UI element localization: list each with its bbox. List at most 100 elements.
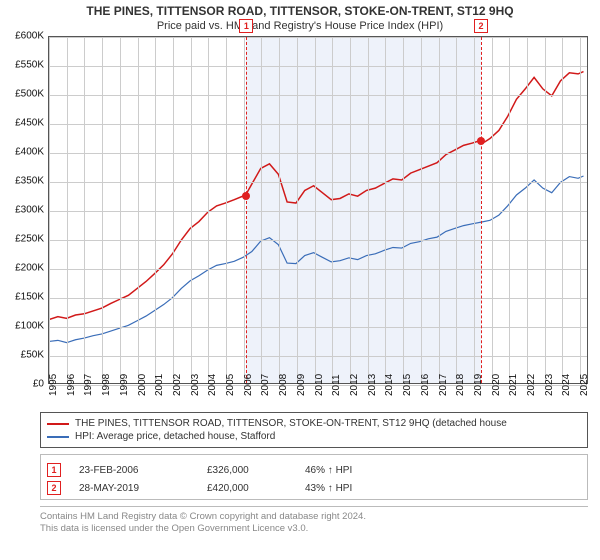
plot-area: 12	[48, 36, 588, 384]
x-tick-label: 2007	[260, 374, 271, 396]
y-tick-label: £200K	[15, 263, 44, 274]
event-dot	[477, 137, 485, 145]
gridline-v	[155, 37, 156, 383]
x-tick-label: 2003	[190, 374, 201, 396]
x-tick-label: 2004	[207, 374, 218, 396]
event-row-price: £326,000	[207, 465, 287, 476]
gridline-v	[492, 37, 493, 383]
event-row: 1 23-FEB-2006 £326,000 46% ↑ HPI	[47, 461, 581, 479]
y-tick-label: £150K	[15, 292, 44, 303]
x-tick-label: 2017	[438, 374, 449, 396]
x-tick-label: 1999	[119, 374, 130, 396]
x-tick-label: 2023	[544, 374, 555, 396]
gridline-v	[226, 37, 227, 383]
y-axis: £0£50K£100K£150K£200K£250K£300K£350K£400…	[0, 36, 48, 406]
gridline	[49, 182, 587, 183]
x-tick-label: 1996	[66, 374, 77, 396]
x-tick-label: 2014	[384, 374, 395, 396]
gridline	[49, 124, 587, 125]
legend-label: HPI: Average price, detached house, Staf…	[75, 431, 275, 442]
x-tick-label: 2001	[154, 374, 165, 396]
y-tick-label: £500K	[15, 89, 44, 100]
x-tick-label: 2025	[579, 374, 590, 396]
event-row-num: 1	[47, 463, 61, 477]
gridline-v	[315, 37, 316, 383]
x-tick-label: 2020	[491, 374, 502, 396]
event-marker: 1	[239, 19, 253, 33]
footer-line-2: This data is licensed under the Open Gov…	[40, 523, 588, 535]
x-tick-label: 2022	[526, 374, 537, 396]
gridline	[49, 327, 587, 328]
y-tick-label: £600K	[15, 31, 44, 42]
gridline	[49, 95, 587, 96]
event-row-date: 28-MAY-2019	[79, 483, 189, 494]
x-tick-label: 1998	[101, 374, 112, 396]
gridline	[49, 66, 587, 67]
x-tick-label: 1995	[48, 374, 59, 396]
gridline-v	[49, 37, 50, 383]
legend-swatch	[47, 436, 69, 438]
footer: Contains HM Land Registry data © Crown c…	[40, 506, 588, 536]
x-tick-label: 2008	[278, 374, 289, 396]
x-tick-label: 2019	[473, 374, 484, 396]
gridline	[49, 211, 587, 212]
x-tick-label: 2002	[172, 374, 183, 396]
event-row-date: 23-FEB-2006	[79, 465, 189, 476]
gridline-v	[261, 37, 262, 383]
gridline-v	[456, 37, 457, 383]
gridline-v	[368, 37, 369, 383]
y-tick-label: £450K	[15, 118, 44, 129]
event-row: 228-MAY-2019£420,00043% ↑ HPI	[47, 479, 581, 497]
gridline	[49, 269, 587, 270]
gridline-v	[562, 37, 563, 383]
event-row-pct: 46% ↑ HPI	[305, 465, 395, 476]
legend-row: HPI: Average price, detached house, Staf…	[47, 430, 581, 443]
footer-line-1: Contains HM Land Registry data © Crown c…	[40, 511, 588, 523]
gridline-v	[244, 37, 245, 383]
chart-title: THE PINES, TITTENSOR ROAD, TITTENSOR, ST…	[0, 0, 600, 18]
y-tick-label: £550K	[15, 60, 44, 71]
event-marker: 2	[474, 19, 488, 33]
x-tick-label: 2021	[508, 374, 519, 396]
y-tick-label: £350K	[15, 176, 44, 187]
x-tick-label: 2009	[296, 374, 307, 396]
event-row-price: £420,000	[207, 483, 287, 494]
gridline-v	[403, 37, 404, 383]
gridline-v	[439, 37, 440, 383]
line-series-svg	[49, 37, 587, 383]
x-tick-label: 2010	[314, 374, 325, 396]
event-row-num: 2	[47, 481, 61, 495]
chart-area: £0£50K£100K£150K£200K£250K£300K£350K£400…	[0, 36, 600, 406]
x-tick-label: 2000	[137, 374, 148, 396]
gridline	[49, 356, 587, 357]
gridline-v	[84, 37, 85, 383]
x-tick-label: 2013	[367, 374, 378, 396]
x-tick-label: 2011	[331, 374, 342, 396]
gridline-v	[509, 37, 510, 383]
x-tick-label: 2005	[225, 374, 236, 396]
x-tick-label: 2024	[561, 374, 572, 396]
x-tick-label: 2015	[402, 374, 413, 396]
x-axis: 1995199619971998199920002001200220032004…	[48, 384, 588, 406]
gridline-v	[350, 37, 351, 383]
gridline-v	[102, 37, 103, 383]
y-tick-label: £0	[33, 379, 44, 390]
y-tick-label: £50K	[21, 350, 44, 361]
legend-label: THE PINES, TITTENSOR ROAD, TITTENSOR, ST…	[75, 418, 507, 429]
gridline	[49, 153, 587, 154]
x-tick-label: 2012	[349, 374, 360, 396]
gridline-v	[279, 37, 280, 383]
gridline-v	[208, 37, 209, 383]
series-hpi	[49, 176, 584, 343]
series-property	[49, 72, 584, 320]
gridline-v	[67, 37, 68, 383]
legend: THE PINES, TITTENSOR ROAD, TITTENSOR, ST…	[40, 412, 588, 448]
gridline-v	[297, 37, 298, 383]
gridline	[49, 298, 587, 299]
gridline-v	[173, 37, 174, 383]
gridline-v	[580, 37, 581, 383]
gridline-v	[120, 37, 121, 383]
gridline	[49, 37, 587, 38]
legend-row: THE PINES, TITTENSOR ROAD, TITTENSOR, ST…	[47, 417, 581, 430]
gridline	[49, 240, 587, 241]
